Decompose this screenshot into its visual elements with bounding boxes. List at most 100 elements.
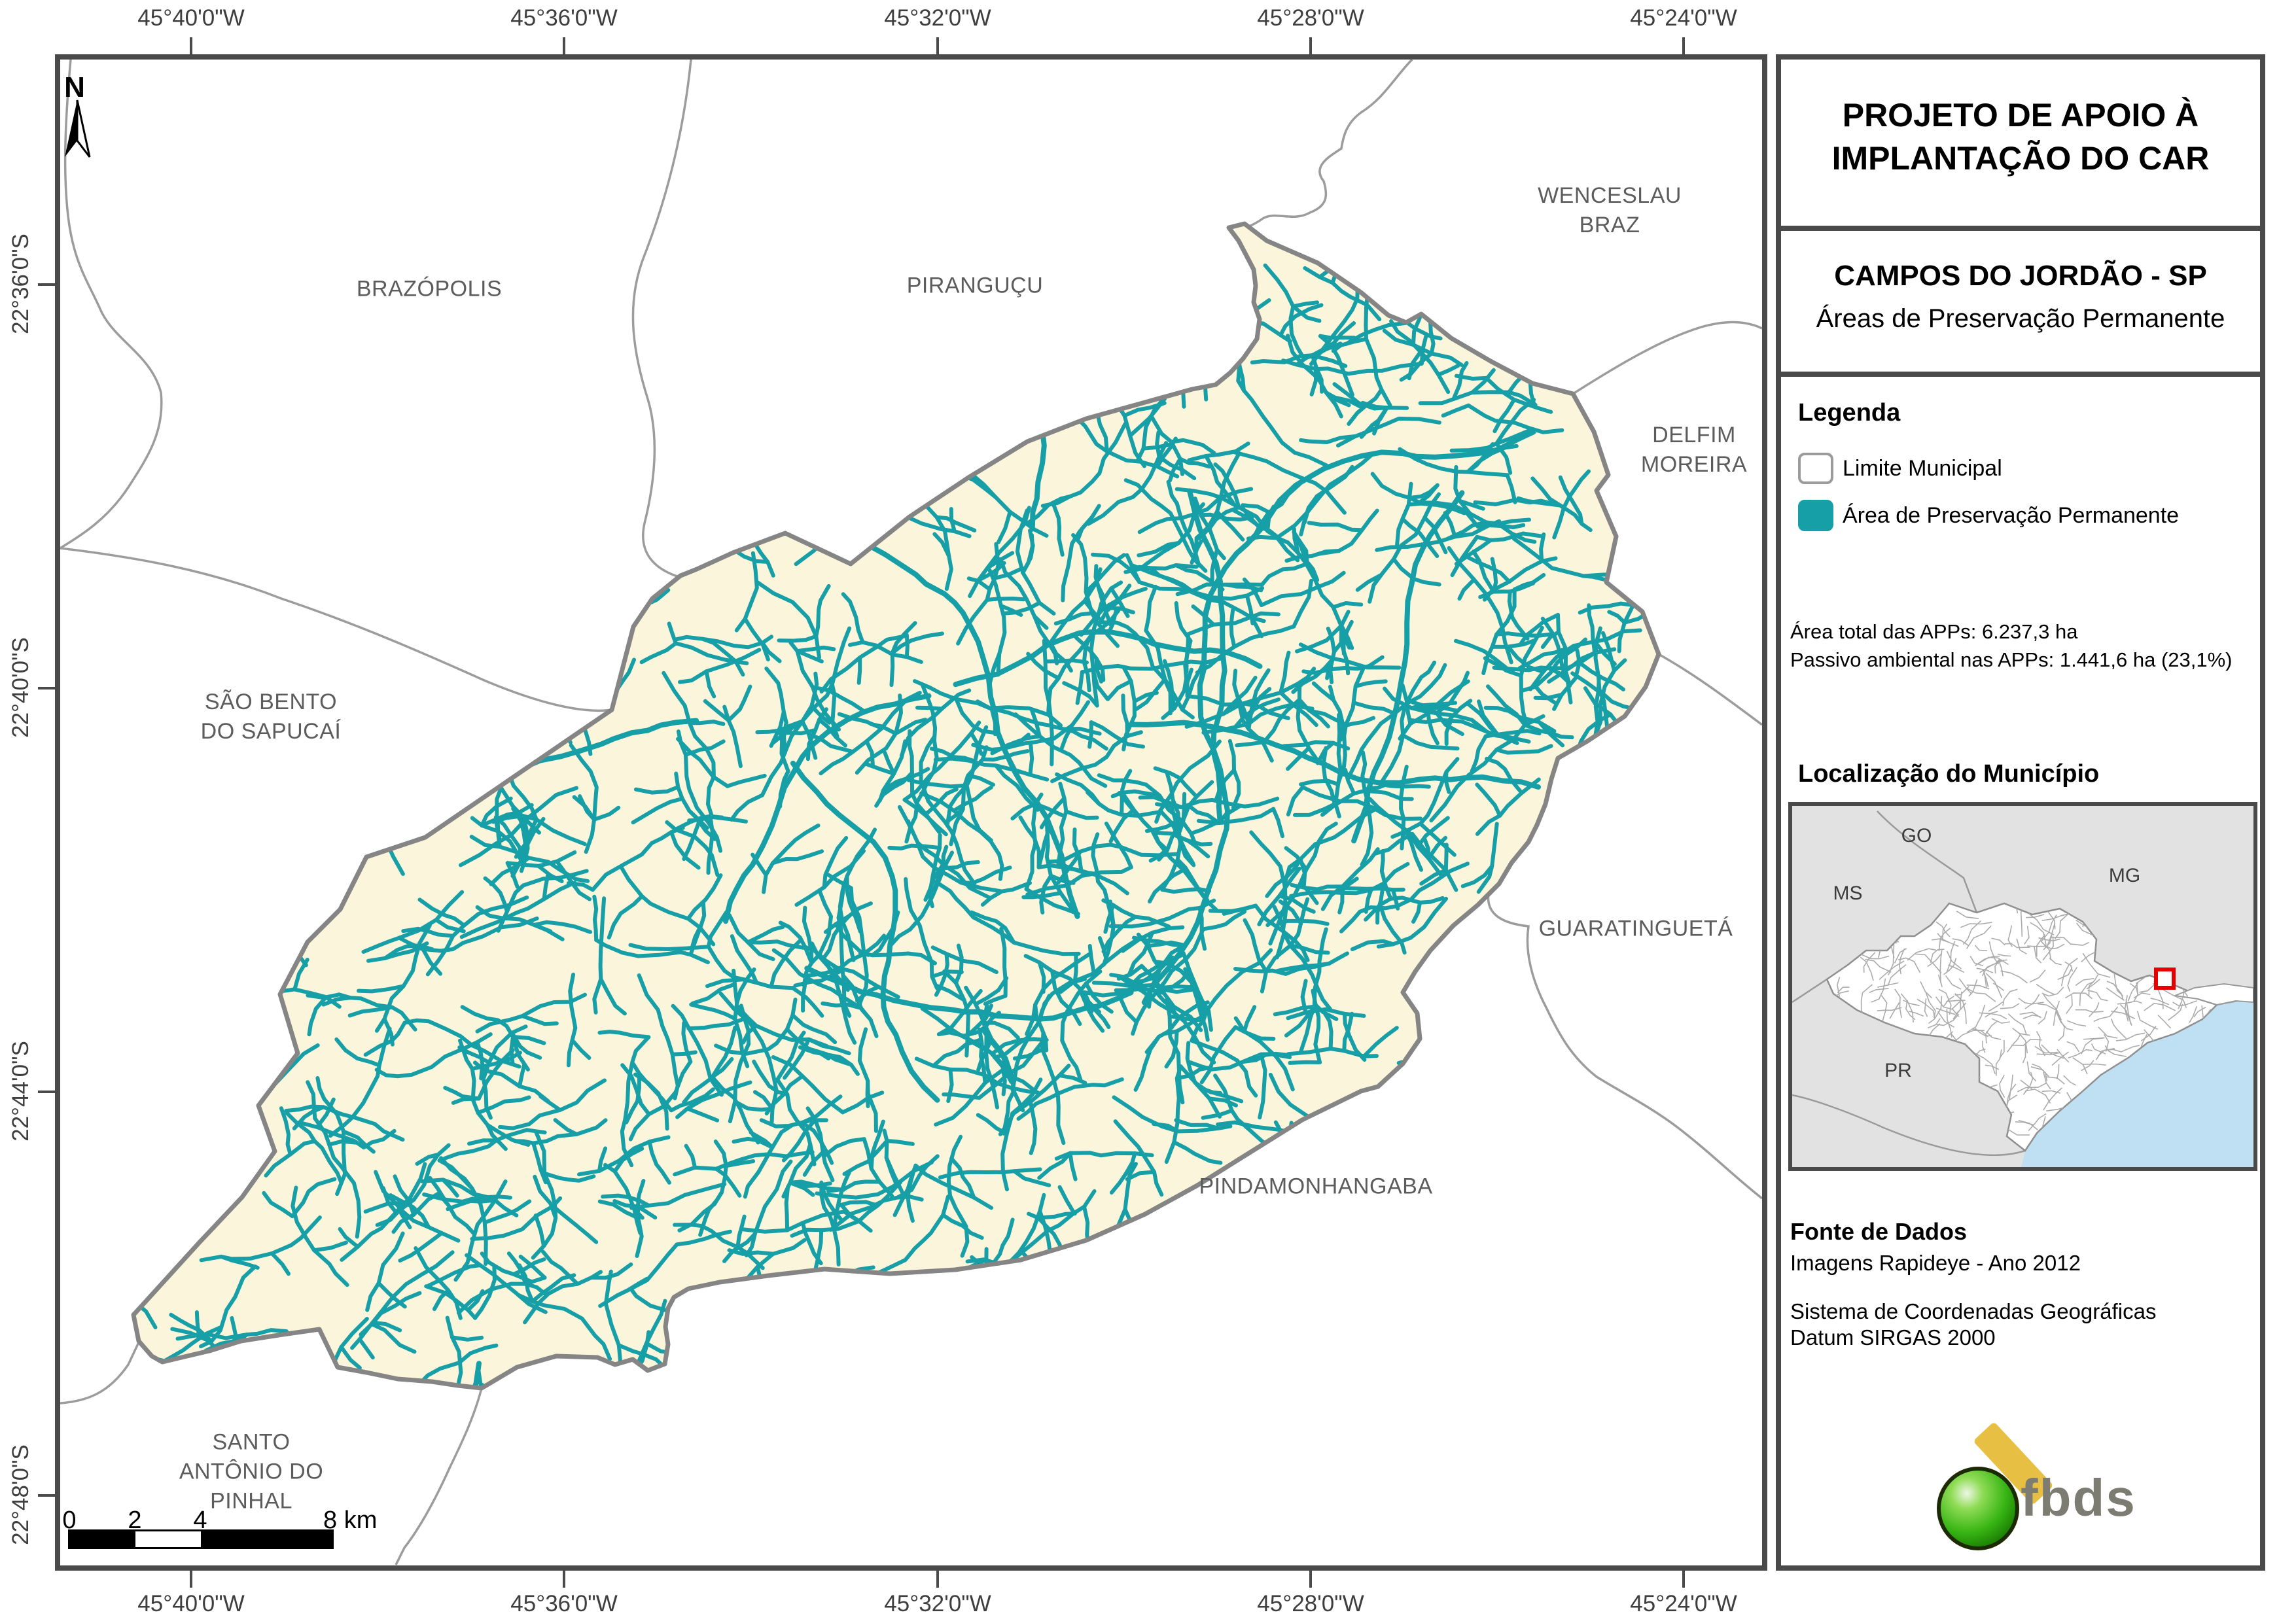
app-stream	[629, 1287, 667, 1312]
app-stream	[936, 1030, 1014, 1084]
app-stream	[821, 1001, 863, 1011]
app-stream	[685, 1106, 720, 1123]
app-stream	[1224, 582, 1263, 593]
app-stream	[1079, 587, 1148, 637]
tick-mark	[38, 283, 55, 286]
app-stream	[1475, 777, 1541, 836]
app-stream	[1106, 679, 1133, 701]
app-stream	[949, 507, 957, 534]
app-stream	[1477, 699, 1500, 737]
app-stream	[1119, 998, 1139, 1024]
app-stream	[1291, 300, 1319, 309]
neighbor-boundary-line	[1572, 321, 1762, 395]
app-stream	[1360, 750, 1374, 867]
app-stream	[746, 925, 785, 945]
map-canvas	[60, 60, 1762, 1565]
app-stream	[1298, 927, 1328, 1055]
app-stream	[635, 1179, 646, 1258]
app-stream	[1279, 650, 1291, 695]
app-stream	[1012, 1276, 1024, 1320]
app-stream	[1444, 718, 1453, 746]
app-stream	[1180, 349, 1211, 382]
app-stream	[595, 601, 622, 620]
app-stream	[398, 1231, 444, 1263]
neighbor-municipality-label: DELFIM MOREIRA	[1640, 423, 1748, 477]
app-stream	[620, 867, 716, 947]
app-stream	[686, 1017, 747, 1031]
app-stream	[1026, 652, 1061, 680]
app-stream	[980, 889, 1004, 907]
app-stream	[441, 1178, 459, 1198]
app-stream	[1392, 557, 1441, 587]
app-stream	[1443, 770, 1451, 794]
app-stream	[1399, 765, 1409, 821]
app-stream	[1160, 887, 1211, 894]
app-stream	[1483, 729, 1542, 739]
app-stream	[1318, 334, 1354, 397]
app-stream	[1044, 823, 1074, 912]
app-stream	[1422, 515, 1448, 555]
app-stream	[1406, 501, 1466, 515]
inset-coastal-municipalities	[2172, 983, 2253, 1006]
app-stream	[415, 1152, 440, 1166]
app-stream	[1318, 247, 1360, 279]
app-stream	[1282, 740, 1351, 751]
app-stream	[1187, 449, 1306, 481]
app-stream	[1533, 684, 1557, 705]
app-stream	[551, 1204, 599, 1244]
app-stream	[569, 743, 599, 854]
project-title: PROJETO DE APOIO À IMPLANTAÇÃO DO CAR	[1831, 97, 2210, 177]
app-stream	[836, 882, 852, 1018]
scale-bar-graphic	[68, 1529, 334, 1549]
app-stream	[1342, 1011, 1354, 1053]
app-stream	[1049, 873, 1076, 885]
app-stream	[467, 1128, 547, 1146]
app-stream	[814, 584, 831, 638]
app-stream	[1072, 953, 1078, 983]
app-stream	[1263, 263, 1322, 323]
app-stream	[1258, 1052, 1267, 1120]
app-stream	[949, 1157, 976, 1200]
app-stream	[990, 1037, 1049, 1056]
app-stream	[1540, 630, 1561, 649]
app-stream	[682, 818, 702, 861]
app-stream	[1378, 706, 1407, 786]
app-stream	[976, 561, 1006, 583]
app-stream	[1265, 857, 1303, 898]
app-stream	[1286, 334, 1343, 419]
legend-swatch-app	[1798, 500, 1833, 531]
app-stream	[1048, 843, 1180, 864]
app-stream	[1275, 536, 1300, 563]
app-stream	[788, 1180, 815, 1197]
app-stream	[1057, 1073, 1087, 1085]
lon-label-top: 45°28'0"W	[1257, 5, 1364, 31]
inset-municipality-marker	[2154, 968, 2176, 990]
app-stream	[890, 631, 944, 655]
app-stream	[631, 796, 684, 825]
app-stream	[1157, 455, 1197, 481]
app-stream	[1454, 638, 1510, 671]
app-stream	[1033, 801, 1064, 817]
app-stream	[1016, 1096, 1051, 1121]
app-stream	[670, 1050, 698, 1056]
inset-ocean	[2021, 998, 2253, 1167]
app-stream	[615, 1276, 649, 1298]
app-stream	[1039, 796, 1067, 829]
app-stream	[710, 1025, 737, 1079]
app-stream	[334, 1037, 381, 1068]
app-stream	[1328, 684, 1345, 742]
app-stream	[481, 1024, 528, 1081]
lon-label-top: 45°24'0"W	[1630, 5, 1737, 31]
app-stream	[726, 684, 752, 723]
app-stream	[1028, 1100, 1038, 1155]
app-stream	[1040, 1030, 1066, 1145]
app-stream	[630, 1374, 667, 1388]
app-stream	[1332, 620, 1354, 654]
lat-label: 22°44'0"S	[8, 1041, 33, 1142]
app-stream	[1214, 768, 1236, 801]
app-stream	[710, 1075, 760, 1145]
app-stream	[897, 805, 915, 835]
app-stream	[518, 1254, 547, 1280]
app-stream	[751, 852, 768, 877]
app-stream	[994, 763, 1040, 812]
